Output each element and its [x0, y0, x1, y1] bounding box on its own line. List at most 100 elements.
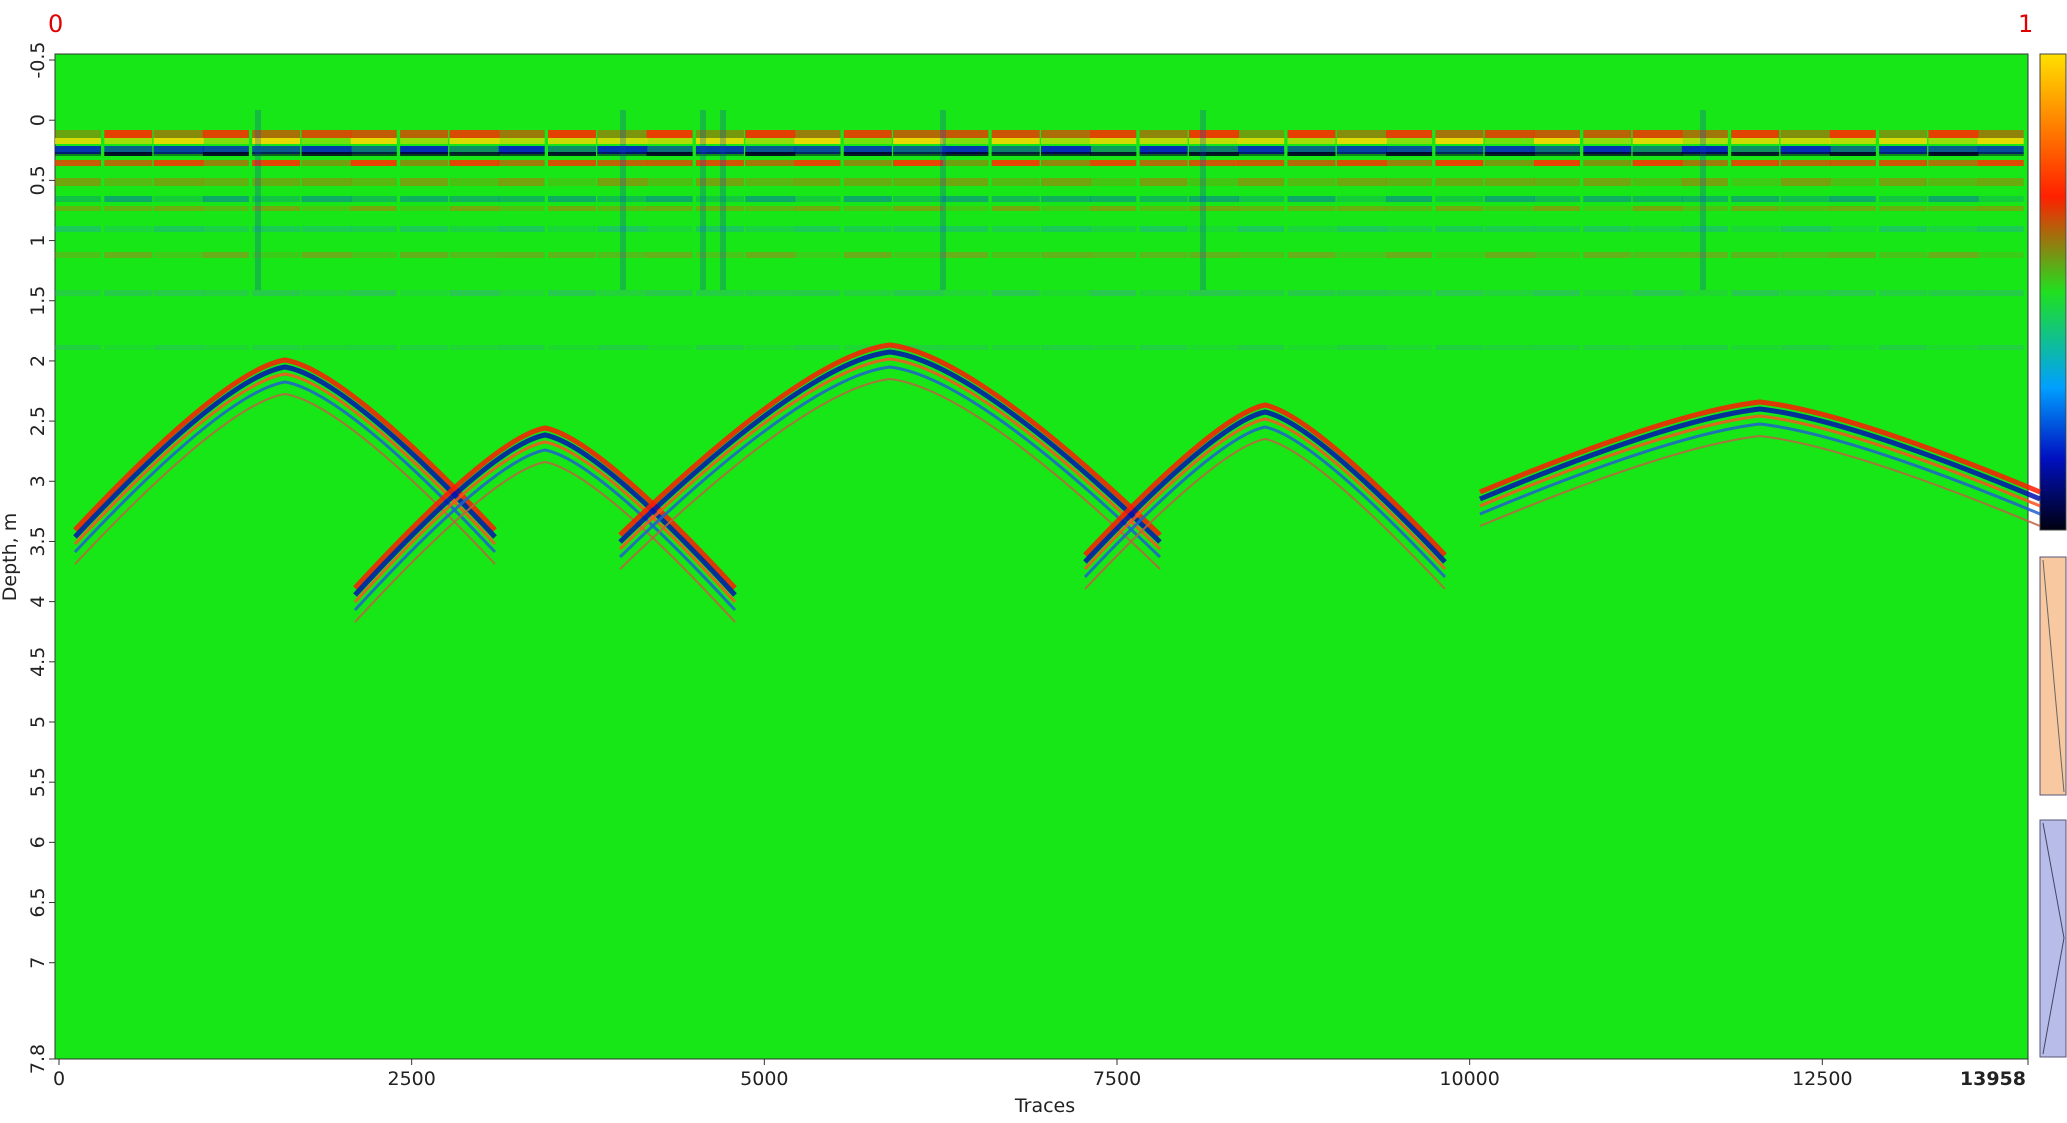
reflection-band: [1386, 206, 1433, 211]
reflection-band: [1336, 252, 1387, 258]
reflection-band: [301, 130, 352, 138]
reflection-band: [745, 130, 796, 138]
reflection-band: [794, 196, 841, 202]
plot: [54, 53, 2041, 1060]
reflection-band: [1386, 226, 1433, 232]
reflection-band: [1139, 146, 1188, 154]
reflection-band: [301, 206, 352, 211]
reflection-band: [1780, 252, 1831, 258]
reflection-band: [745, 345, 796, 350]
reflection-band: [1977, 290, 2024, 296]
y-tick-label: 7: [27, 957, 49, 969]
reflection-band: [745, 146, 796, 154]
reflection-band: [1534, 160, 1580, 166]
reflection-band: [55, 146, 101, 154]
reflection-band: [1879, 206, 1928, 211]
reflection-band: [1731, 146, 1780, 154]
reflection-band: [301, 290, 352, 296]
hyperbola: [354, 460, 736, 623]
reflection-band: [350, 178, 397, 186]
reflection-band: [301, 152, 352, 156]
reflection-band: [1386, 138, 1433, 144]
reflection-band: [942, 290, 989, 296]
x-tick-label: 12500: [1792, 1068, 1852, 1090]
reflection-band: [1287, 146, 1336, 154]
reflection-band: [1386, 196, 1433, 202]
reflection-band: [695, 178, 744, 186]
reflection-band: [646, 130, 693, 138]
reflection-band: [1928, 290, 1979, 296]
reflection-band: [498, 130, 545, 138]
reflection-band: [991, 160, 1040, 166]
reflection-band: [1583, 138, 1632, 144]
gain-curve: [2042, 559, 2065, 793]
reflection-band: [794, 160, 841, 166]
reflection-band: [695, 130, 744, 138]
reflection-band: [1977, 160, 2024, 166]
range-start: 0: [48, 10, 63, 38]
reflection-band: [1583, 130, 1632, 138]
reflection-band: [646, 206, 693, 211]
filter-panel[interactable]: [2039, 819, 2067, 1058]
reflection-band: [1829, 130, 1876, 138]
reflection-band: [1386, 146, 1433, 154]
reflection-band: [1583, 196, 1632, 202]
reflection-band: [104, 130, 153, 138]
reflection-band: [1681, 226, 1728, 232]
reflection-band: [55, 345, 101, 350]
reflection-band: [498, 196, 545, 202]
reflection-band: [646, 196, 693, 202]
reflection-band: [55, 178, 101, 186]
reflection-band: [1534, 252, 1580, 258]
reflection-band: [1977, 196, 2024, 202]
reflection-band: [942, 226, 989, 232]
reflection-band: [1681, 138, 1728, 144]
reflection-band: [942, 152, 989, 156]
reflection-band: [1780, 290, 1831, 296]
reflection-band: [597, 160, 648, 166]
reflection-band: [646, 178, 693, 186]
reflection-band: [1041, 130, 1091, 138]
reflection-band: [104, 226, 153, 232]
hyperbola: [618, 349, 1162, 544]
y-tick-label: 0.5: [27, 165, 49, 195]
reflection-band: [745, 206, 796, 211]
reflection-band: [104, 345, 153, 350]
reflection-band: [1583, 160, 1632, 166]
reflection-band: [400, 252, 449, 258]
reflection-band: [1386, 160, 1433, 166]
reflection-band: [1139, 206, 1188, 211]
reflection-band: [1238, 160, 1285, 166]
reflection-band: [1238, 252, 1285, 258]
reflection-band: [1681, 290, 1728, 296]
reflection-band: [794, 130, 841, 138]
reflection-band: [153, 146, 204, 154]
reflection-band: [1484, 206, 1535, 211]
reflection-band: [1780, 345, 1831, 350]
reflection-band: [1879, 152, 1928, 156]
reflection-band: [1583, 226, 1632, 232]
reflection-band: [301, 146, 352, 154]
reflection-band: [301, 226, 352, 232]
reflection-band: [449, 206, 500, 211]
reflection-band: [153, 160, 204, 166]
reflection-band: [55, 252, 101, 258]
color-bar: [2039, 53, 2067, 531]
reflection-band: [991, 206, 1040, 211]
reflection-band: [1977, 138, 2024, 144]
reflection-band: [350, 252, 397, 258]
reflection-band: [1879, 146, 1928, 154]
reflection-band: [893, 226, 944, 232]
reflection-band: [548, 345, 596, 350]
reflection-band: [1484, 252, 1535, 258]
reflection-band: [1928, 252, 1979, 258]
reflection-band: [1534, 196, 1580, 202]
reflection-band: [1632, 345, 1683, 350]
reflection-band: [1139, 345, 1188, 350]
reflection-band: [1928, 152, 1979, 156]
y-tick-label: 1.5: [27, 286, 49, 316]
reflection-band: [55, 226, 101, 232]
hyperbola: [1479, 422, 2041, 516]
reflection-band: [1977, 252, 2024, 258]
reflection-band: [1731, 345, 1780, 350]
